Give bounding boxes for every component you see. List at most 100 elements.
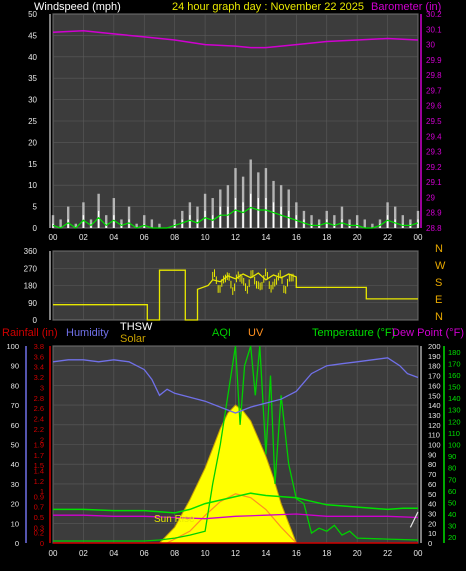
x-tick-label: 14 bbox=[261, 233, 270, 242]
humidity-tick-label: 60 bbox=[11, 421, 19, 430]
compass-label: E bbox=[435, 294, 442, 306]
x-tick-label: 06 bbox=[140, 233, 149, 242]
barometer-tick-label: 28.9 bbox=[426, 209, 442, 218]
x-tick-label: 22 bbox=[383, 549, 392, 558]
aqi-tick-label: 140 bbox=[428, 401, 441, 410]
barometer-tick-label: 29.3 bbox=[426, 148, 442, 157]
direction-tick-label: 90 bbox=[28, 299, 37, 308]
wind-tick-label: 0 bbox=[33, 224, 38, 233]
temperature-tick-label: 90 bbox=[448, 452, 456, 461]
x-tick-label: 00 bbox=[49, 549, 58, 558]
wind-tick-label: 10 bbox=[28, 181, 37, 190]
rainfall-axis-title: Rainfall (in) bbox=[2, 327, 58, 339]
x-tick-label: 10 bbox=[201, 549, 210, 558]
temperature-title: Temperature (°F) bbox=[312, 327, 395, 339]
rain-tick-label: 1.4 bbox=[34, 466, 44, 475]
uv-title: UV bbox=[248, 327, 264, 339]
aqi-tick-label: 150 bbox=[428, 391, 441, 400]
x-tick-label: 08 bbox=[170, 233, 179, 242]
x-tick-label: 20 bbox=[353, 233, 362, 242]
temperature-tick-label: 40 bbox=[448, 510, 456, 519]
aqi-tick-label: 30 bbox=[428, 509, 436, 518]
rain-tick-label: 3.4 bbox=[34, 363, 44, 372]
rain-tick-label: 0.7 bbox=[34, 503, 44, 512]
barometer-tick-label: 30 bbox=[426, 41, 435, 50]
temperature-tick-label: 130 bbox=[448, 406, 461, 415]
humidity-series bbox=[52, 357, 419, 414]
rain-tick-label: 3.2 bbox=[34, 373, 44, 382]
temperature-tick-label: 50 bbox=[448, 498, 456, 507]
wind-tick-label: 35 bbox=[28, 74, 37, 83]
aqi-tick-label: 120 bbox=[428, 421, 441, 430]
x-tick-label: 08 bbox=[170, 549, 179, 558]
x-tick-label: 18 bbox=[322, 549, 331, 558]
rain-tick-label: 1.9 bbox=[34, 441, 44, 450]
x-tick-label: 04 bbox=[109, 233, 118, 242]
humidity-tick-label: 80 bbox=[11, 381, 19, 390]
barometer-tick-label: 30.2 bbox=[426, 10, 442, 19]
aqi-tick-label: 10 bbox=[428, 529, 436, 538]
aqi-title: AQI bbox=[212, 327, 231, 339]
aqi-tick-label: 80 bbox=[428, 460, 436, 469]
aqi-tick-label: 20 bbox=[428, 519, 436, 528]
temperature-tick-label: 30 bbox=[448, 522, 456, 531]
wind-tick-label: 25 bbox=[28, 117, 37, 126]
temperature-tick-label: 100 bbox=[448, 441, 461, 450]
rain-tick-label: 1.2 bbox=[34, 477, 44, 486]
thsw-series bbox=[409, 511, 419, 528]
barometer-axis-title: Barometer (in) bbox=[371, 1, 441, 13]
rain-tick-label: 2 bbox=[40, 435, 44, 444]
barometer-tick-label: 28.8 bbox=[426, 224, 442, 233]
x-tick-label: 12 bbox=[231, 549, 240, 558]
x-tick-label: 00 bbox=[49, 233, 58, 242]
rain-tick-label: 0 bbox=[40, 539, 44, 548]
aqi-tick-label: 100 bbox=[428, 441, 441, 450]
wind-tick-label: 5 bbox=[33, 203, 38, 212]
data-layer bbox=[51, 30, 420, 544]
axes-layer: 00 02 04 06 08 10 12 14 16 18 20 22 0005101520253035… bbox=[6, 10, 460, 558]
aqi-tick-label: 160 bbox=[428, 381, 441, 390]
wind-tick-label: 30 bbox=[28, 96, 37, 105]
rain-tick-label: 2.6 bbox=[34, 404, 44, 413]
sunrise-annotation: Sun Rise bbox=[154, 514, 195, 525]
thsw-title: THSW bbox=[120, 321, 153, 333]
direction-series bbox=[53, 269, 418, 321]
uv-series bbox=[166, 493, 297, 544]
temperature-tick-label: 70 bbox=[448, 475, 456, 484]
direction-tick-label: 360 bbox=[24, 247, 38, 256]
aqi-tick-label: 90 bbox=[428, 450, 436, 459]
x-tick-label: 16 bbox=[292, 233, 301, 242]
rain-tick-label: 3 bbox=[40, 383, 44, 392]
compass-label: N bbox=[435, 311, 443, 323]
temperature-tick-label: 180 bbox=[448, 348, 461, 357]
barometer-tick-label: 29.6 bbox=[426, 102, 442, 111]
aqi-tick-label: 70 bbox=[428, 470, 436, 479]
x-tick-label: 20 bbox=[353, 549, 362, 558]
dewpoint-series bbox=[53, 513, 419, 520]
wind-tick-label: 50 bbox=[28, 10, 37, 19]
barometer-tick-label: 29.7 bbox=[426, 86, 442, 95]
compass-label: W bbox=[435, 260, 446, 272]
x-tick-label: 02 bbox=[79, 233, 88, 242]
temperature-tick-label: 60 bbox=[448, 487, 456, 496]
rain-tick-label: 3.6 bbox=[34, 352, 44, 361]
humidity-tick-label: 70 bbox=[11, 401, 19, 410]
humidity-tick-label: 20 bbox=[11, 500, 19, 509]
barometer-tick-label: 29.8 bbox=[426, 71, 442, 80]
x-tick-label: 00 bbox=[414, 233, 423, 242]
x-tick-label: 06 bbox=[140, 549, 149, 558]
wind-avg-line bbox=[52, 206, 419, 229]
temperature-tick-label: 110 bbox=[448, 429, 460, 438]
rain-tick-label: 0.5 bbox=[34, 513, 44, 522]
aqi-tick-label: 60 bbox=[428, 480, 436, 489]
temperature-tick-label: 150 bbox=[448, 383, 461, 392]
solar-title: Solar bbox=[120, 333, 146, 345]
humidity-tick-label: 90 bbox=[11, 362, 19, 371]
rain-tick-label: 2.8 bbox=[34, 394, 44, 403]
x-tick-label: 04 bbox=[109, 549, 118, 558]
barometer-tick-label: 29.1 bbox=[426, 178, 442, 187]
humidity-tick-label: 50 bbox=[11, 441, 19, 450]
direction-tick-label: 270 bbox=[24, 264, 38, 273]
aqi-tick-label: 0 bbox=[428, 539, 432, 548]
